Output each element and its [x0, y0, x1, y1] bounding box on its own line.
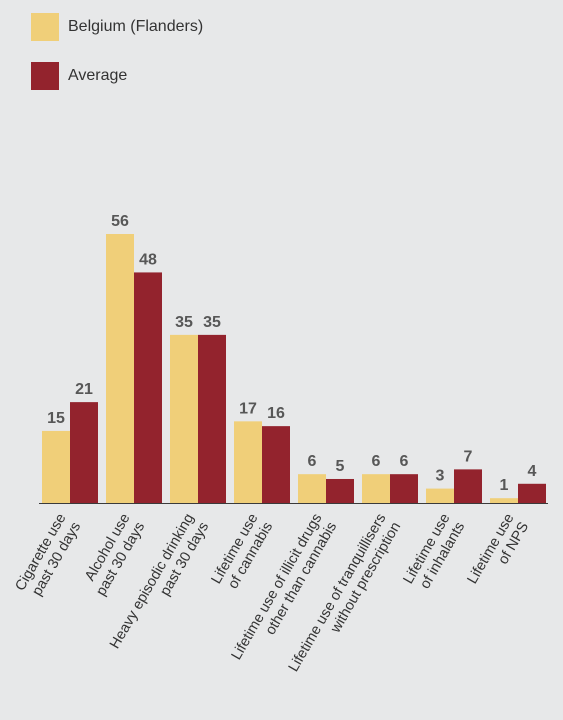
bar-average-6 — [454, 469, 482, 503]
legend-item-belgium: Belgium (Flanders) — [31, 12, 203, 42]
bar-belgium-3 — [234, 421, 262, 503]
value-label-belgium-2: 35 — [175, 314, 193, 331]
bar-belgium-2 — [170, 334, 198, 503]
category-label-text-3: Lifetime useof cannabis — [209, 511, 277, 595]
value-label-average-1: 48 — [139, 251, 157, 268]
value-label-average-6: 7 — [464, 448, 473, 465]
value-label-average-0: 21 — [75, 381, 93, 398]
category-label-text-7: Lifetime useof NPS — [465, 511, 533, 595]
bar-belgium-1 — [106, 234, 134, 503]
bar-belgium-4 — [298, 474, 326, 503]
legend-swatch-average — [31, 62, 59, 90]
legend-label-average: Average — [68, 67, 128, 84]
value-label-belgium-3: 17 — [239, 400, 257, 417]
legend-label-belgium: Belgium (Flanders) — [68, 18, 204, 35]
legend-item-average: Average — [31, 61, 203, 91]
bar-belgium-5 — [362, 474, 390, 503]
bar-average-4 — [326, 478, 354, 503]
value-label-belgium-5: 6 — [372, 453, 381, 470]
category-label-text-6: Lifetime useof inhalants — [401, 511, 469, 595]
value-label-belgium-6: 3 — [436, 468, 445, 485]
bar-average-5 — [390, 474, 418, 503]
category-label-7: Lifetime useof NPS — [465, 511, 533, 595]
value-label-belgium-1: 56 — [111, 213, 129, 230]
category-label-text-1: Alcohol usepast 30 days — [78, 511, 148, 599]
value-label-belgium-7: 1 — [500, 477, 509, 494]
legend: Belgium (Flanders) Average — [31, 12, 203, 110]
bar-average-1 — [134, 272, 162, 503]
bar-belgium-6 — [426, 488, 454, 503]
category-label-text-0: Cigarette usepast 30 days — [12, 511, 84, 602]
category-label-1: Alcohol usepast 30 days — [78, 511, 148, 599]
bar-average-7 — [518, 483, 546, 503]
category-label-6: Lifetime useof inhalants — [401, 511, 469, 595]
value-label-average-3: 16 — [267, 405, 285, 422]
value-label-average-2: 35 — [203, 314, 221, 331]
legend-swatch-belgium — [31, 13, 59, 41]
value-label-belgium-4: 6 — [308, 453, 317, 470]
value-label-average-7: 4 — [528, 463, 537, 480]
category-label-0: Cigarette usepast 30 days — [12, 511, 84, 602]
bar-average-2 — [198, 334, 226, 503]
category-label-3: Lifetime useof cannabis — [209, 511, 277, 595]
bar-belgium-0 — [42, 430, 70, 503]
bar-average-3 — [262, 426, 290, 503]
value-label-average-5: 6 — [400, 453, 409, 470]
value-label-belgium-0: 15 — [47, 410, 65, 427]
value-label-average-4: 5 — [336, 458, 345, 475]
bar-belgium-7 — [490, 498, 518, 503]
bar-average-0 — [70, 402, 98, 503]
